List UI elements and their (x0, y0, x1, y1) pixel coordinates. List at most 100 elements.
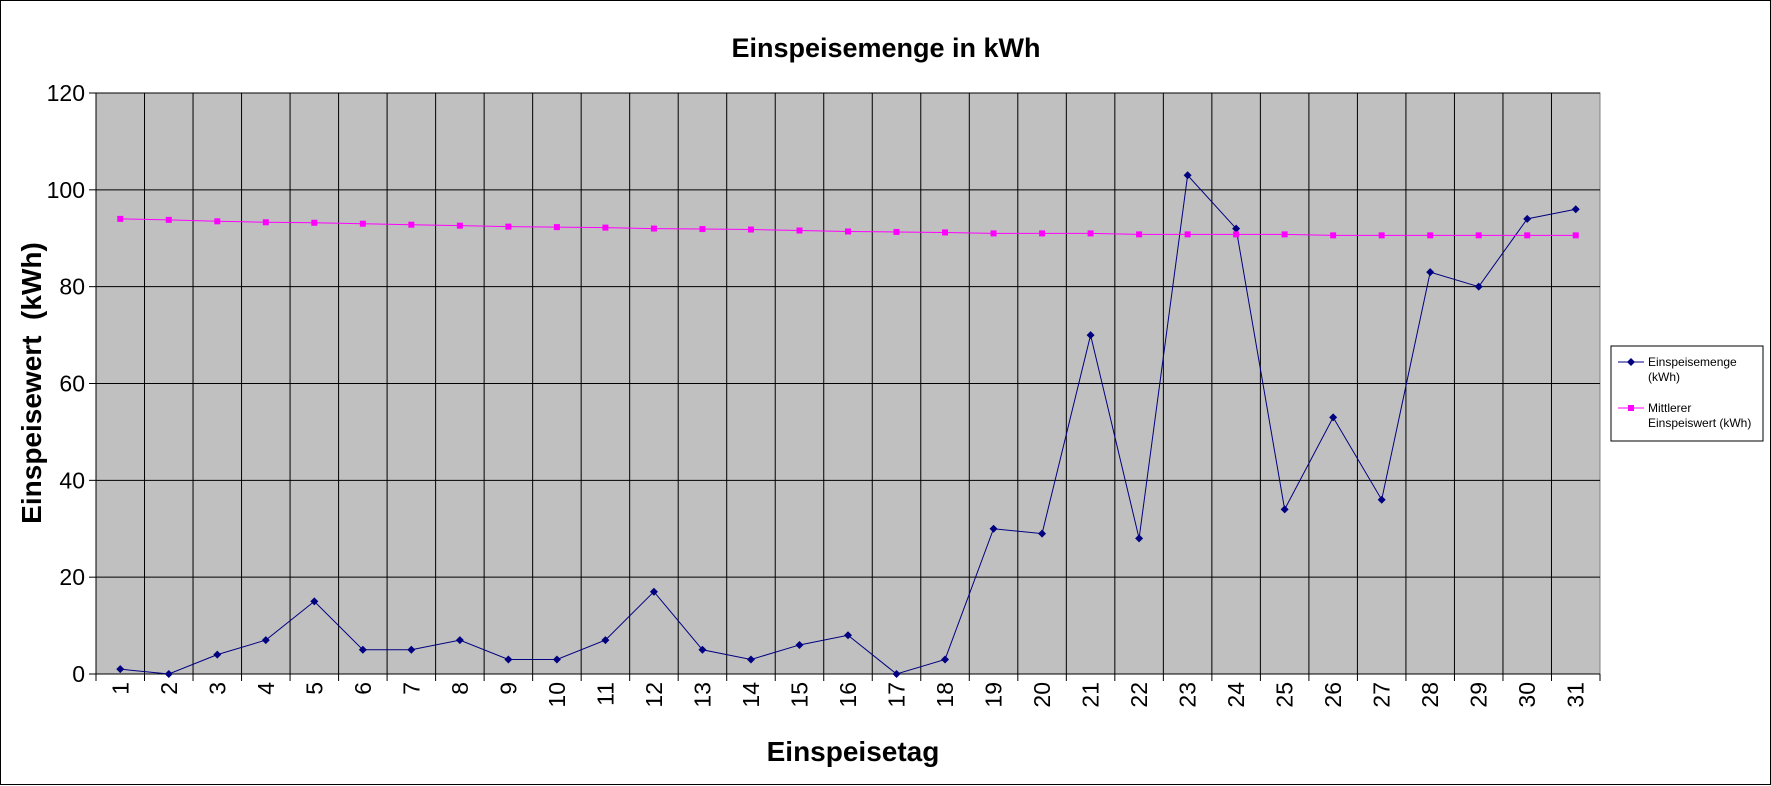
x-tick-label: 12 (641, 682, 667, 708)
data-point-diamond (1280, 505, 1289, 514)
x-tick-label: 6 (350, 682, 376, 695)
data-point-square (408, 221, 415, 228)
x-tick-label: 19 (981, 682, 1007, 708)
legend-marker-square (1628, 405, 1634, 411)
data-point-diamond (310, 597, 319, 606)
data-point-diamond (116, 665, 125, 674)
y-axis-title: Einspeisewert (kWh) (16, 242, 47, 524)
data-point-square (1233, 231, 1240, 238)
legend-label: Einspeiswert (kWh) (1648, 416, 1751, 430)
x-tick-label: 15 (786, 682, 812, 708)
data-point-square (747, 226, 754, 233)
y-tick-label: 80 (59, 274, 85, 300)
data-point-diamond (746, 655, 755, 664)
x-tick-label: 30 (1514, 682, 1540, 708)
legend-label: Mittlerer (1648, 401, 1691, 415)
data-point-diamond (1329, 413, 1338, 422)
data-point-square (165, 216, 172, 223)
data-point-square (1475, 232, 1482, 239)
x-tick-label: 13 (689, 682, 715, 708)
data-point-diamond (698, 645, 707, 654)
data-point-square (1039, 230, 1046, 237)
x-tick-label: 31 (1563, 682, 1589, 708)
x-tick-label: 9 (495, 682, 521, 695)
x-tick-label: 1 (107, 682, 133, 695)
data-point-square (311, 219, 318, 226)
data-point-square (893, 228, 900, 235)
data-point-diamond (1523, 214, 1532, 223)
data-point-diamond (1426, 268, 1435, 277)
x-tick-labels: 1 2 3 4 5 6 7 8 9 10 11 12 13 14 15 16 17 18 19 20 21 22 23 24 2… (107, 682, 1588, 708)
legend-label: Einspeisemenge (1648, 355, 1737, 369)
y-tick-label: 100 (47, 177, 85, 203)
data-point-diamond (552, 655, 561, 664)
y-tick-labels: 0 20 40 60 80 100 120 (47, 80, 85, 687)
data-point-square (845, 228, 851, 235)
data-point-square (117, 215, 124, 222)
x-tick-label: 5 (301, 682, 327, 695)
data-point-diamond (1135, 534, 1144, 543)
axes (89, 92, 1601, 681)
data-point-diamond (941, 655, 950, 664)
data-point-square (1281, 231, 1288, 238)
data-point-square (359, 220, 366, 227)
y-tick-label: 60 (59, 371, 85, 397)
data-point-square (942, 229, 949, 236)
gridlines (96, 92, 1600, 674)
data-point-square (1524, 232, 1531, 239)
data-point-square (505, 223, 512, 230)
data-point-diamond (1571, 205, 1580, 214)
data-point-square (602, 224, 609, 231)
y-tick-label: 20 (59, 564, 85, 590)
x-tick-label: 11 (592, 682, 618, 706)
data-point-diamond (213, 650, 222, 659)
data-point-square (1427, 232, 1434, 239)
x-tick-label: 16 (835, 682, 861, 708)
x-tick-label: 26 (1320, 682, 1346, 708)
data-point-diamond (844, 631, 852, 640)
series-markers (116, 171, 1580, 678)
data-point-square (796, 227, 803, 234)
data-point-diamond (1474, 282, 1483, 291)
data-point-diamond (1038, 529, 1047, 538)
data-point-square (1378, 232, 1385, 239)
data-point-diamond (795, 640, 804, 649)
x-tick-label: 25 (1272, 682, 1298, 708)
legend: Einspeisemenge(kWh) MittlererEinspeiswert… (1610, 345, 1764, 442)
x-tick-label: 28 (1417, 682, 1443, 708)
data-point-square (553, 224, 560, 231)
x-tick-label: 10 (544, 682, 570, 708)
data-point-square (262, 219, 269, 226)
data-point-diamond (1377, 495, 1386, 504)
data-point-diamond (164, 670, 173, 678)
legend-label: (kWh) (1648, 370, 1680, 384)
data-point-diamond (892, 670, 901, 678)
data-point-square (699, 226, 706, 233)
chart-title: Einspeisemenge in kWh (731, 33, 1040, 63)
x-tick-label: 7 (398, 682, 424, 695)
data-point-diamond (455, 636, 464, 645)
data-point-square (1330, 232, 1337, 239)
data-point-diamond (601, 636, 610, 645)
data-point-square (1087, 230, 1094, 237)
data-point-square (990, 230, 997, 237)
data-point-square (650, 225, 657, 232)
data-point-square (214, 218, 221, 225)
data-point-diamond (504, 655, 513, 664)
data-point-diamond (1183, 171, 1192, 180)
x-tick-label: 29 (1466, 682, 1492, 708)
x-tick-label: 3 (204, 682, 230, 695)
x-tick-label: 21 (1078, 682, 1104, 708)
x-tick-label: 17 (884, 682, 910, 708)
data-point-diamond (1232, 224, 1241, 233)
y-tick-label: 120 (47, 80, 85, 106)
data-point-diamond (407, 645, 416, 654)
data-point-diamond (358, 645, 367, 654)
x-tick-label: 22 (1126, 682, 1152, 708)
x-tick-label: 24 (1223, 682, 1249, 708)
y-tick-label: 0 (72, 661, 85, 687)
x-tick-label: 4 (253, 682, 279, 695)
x-tick-label: 2 (156, 682, 182, 695)
data-point-square (1184, 231, 1191, 238)
